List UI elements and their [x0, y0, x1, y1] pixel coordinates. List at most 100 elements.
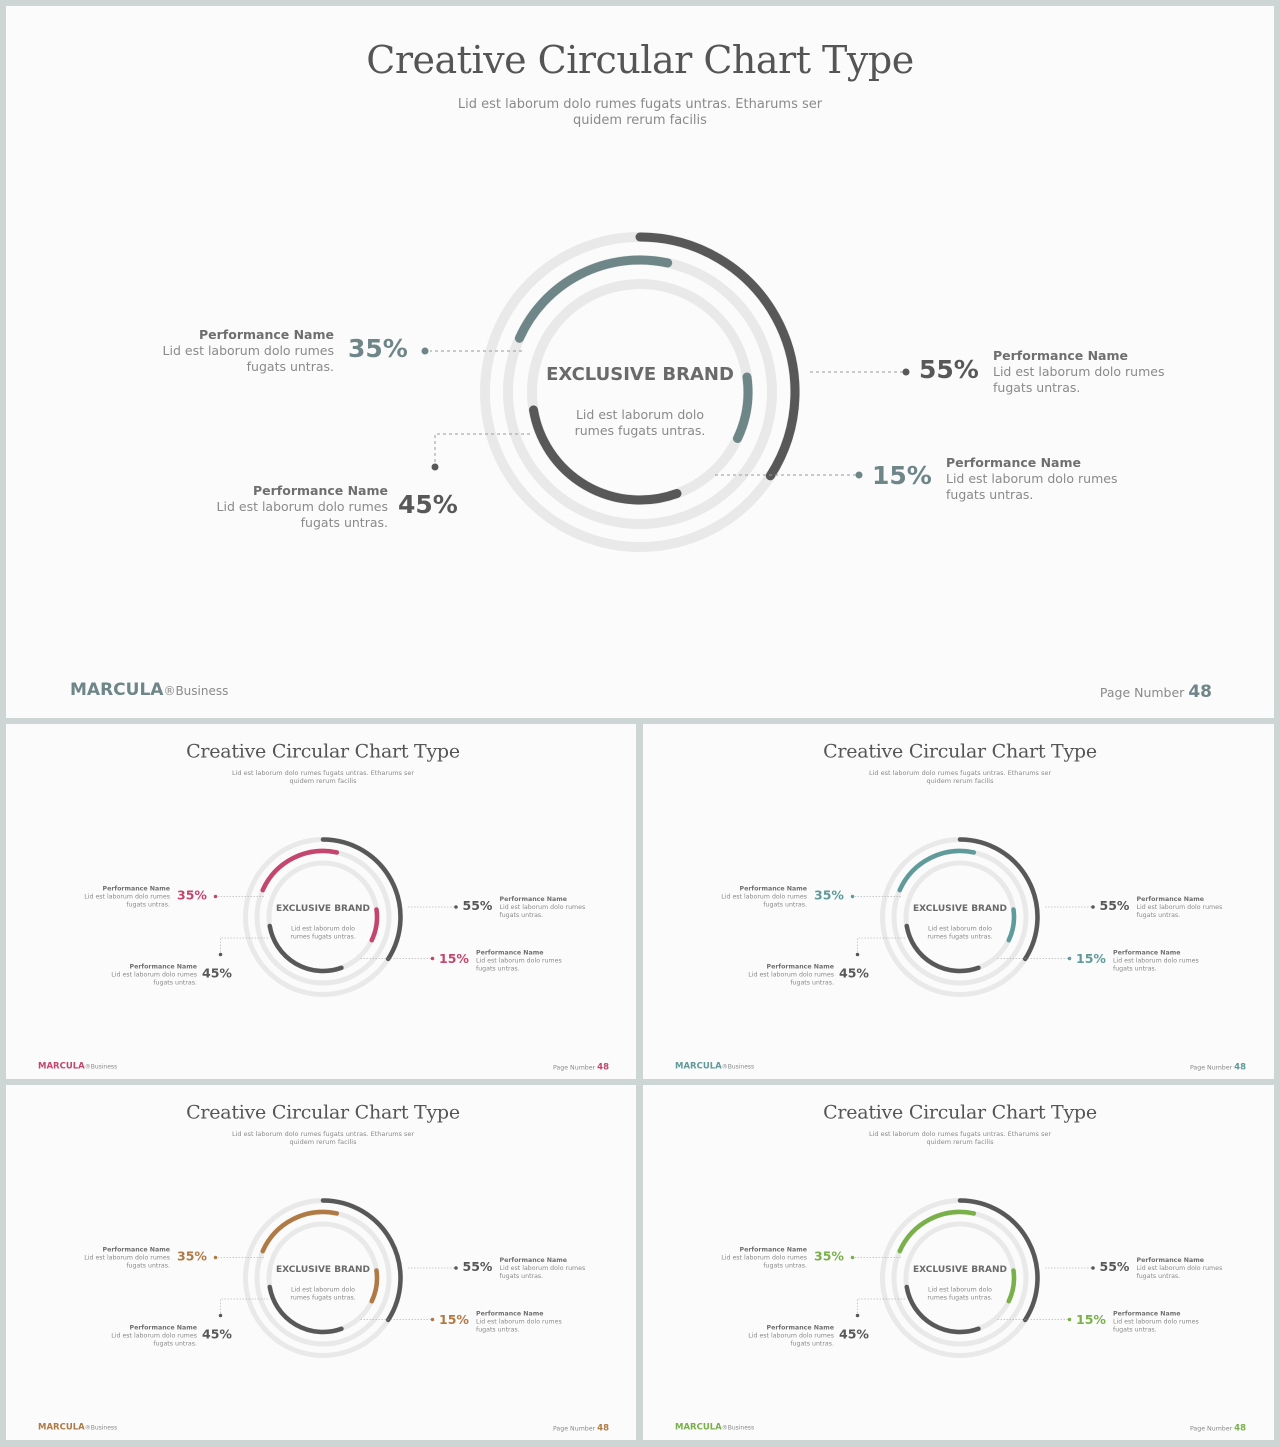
info-text-55: Lid est laborum dolo rumes fugats untras…	[499, 1264, 586, 1280]
pct-35: 35%	[177, 888, 207, 903]
brand-logo: MARCULA®Business	[675, 1061, 754, 1071]
info-name-45: Performance Name	[129, 1323, 198, 1332]
connector-45	[857, 937, 905, 955]
dot-45	[218, 1313, 223, 1318]
info-name-45: Performance Name	[766, 1323, 835, 1332]
info-text-15: Lid est laborum dolo rumes fugats untras…	[946, 471, 1118, 502]
slide-title: Creative Circular Chart Type	[186, 740, 460, 762]
connector-dots	[850, 1255, 1095, 1322]
pct-35: 35%	[814, 1249, 844, 1264]
dot-35	[213, 894, 218, 899]
arc-55	[957, 1198, 1040, 1323]
arc-15	[1006, 907, 1017, 943]
pct-15: 15%	[439, 1312, 469, 1328]
circular-chart	[213, 837, 458, 997]
pct-55: 55%	[462, 1259, 493, 1275]
connector-45	[434, 433, 530, 467]
circular-chart	[213, 1198, 458, 1358]
info-name-15: Performance Name	[1113, 948, 1181, 957]
pct-45: 45%	[202, 966, 232, 981]
info-name-15: Performance Name	[1113, 1309, 1181, 1318]
pct-15: 15%	[1076, 951, 1106, 967]
arc-45	[904, 923, 981, 974]
pct-45: 45%	[839, 1327, 869, 1342]
slide-thumb-teal: Creative Circular Chart Type Lid est lab…	[643, 724, 1274, 1079]
slide-thumb-green: Creative Circular Chart Type Lid est lab…	[643, 1085, 1274, 1440]
page-number-label: Page Number	[1189, 1424, 1233, 1433]
info-name-15: Performance Name	[476, 948, 544, 957]
info-text-15: Lid est laborum dolo rumes fugats untras…	[1113, 1317, 1199, 1334]
arc-35	[260, 848, 340, 893]
brand-suffix: ®Business	[721, 1424, 755, 1431]
info-35: Performance Name Lid est laborum dolo ru…	[80, 885, 170, 909]
center-text: Lid est laborum dolo rumes fugats untras…	[290, 924, 356, 941]
center-title: EXCLUSIVE BRAND	[276, 903, 370, 914]
brand-suffix: ®Business	[84, 1424, 118, 1431]
info-text-45: Lid est laborum dolo rumes fugats untras…	[216, 499, 388, 530]
info-name-35: Performance Name	[102, 1245, 171, 1254]
info-15: Performance Name Lid est laborum dolo ru…	[476, 1310, 566, 1334]
info-35: Performance Name Lid est laborum dolo ru…	[717, 885, 807, 909]
page-number-label: Page Number	[1099, 685, 1185, 700]
center-text: Lid est laborum dolo rumes fugats untras…	[290, 1285, 356, 1302]
page-number-label: Page Number	[1189, 1063, 1233, 1072]
brand-name: MARCULA	[38, 1422, 85, 1432]
dot-35	[850, 1255, 855, 1260]
pct-45: 45%	[398, 490, 458, 519]
info-35: Performance Name Lid est laborum dolo ru…	[717, 1246, 807, 1270]
page-number-value: 48	[597, 1423, 609, 1433]
info-text-45: Lid est laborum dolo rumes fugats untras…	[748, 970, 834, 987]
center-text: Lid est laborum dolo rumes fugats untras…	[574, 407, 706, 438]
connectors	[218, 1257, 455, 1320]
dot-45	[855, 952, 860, 957]
info-45: Performance Name Lid est laborum dolo ru…	[744, 963, 834, 987]
info-55: Performance Name Lid est laborum dolo ru…	[1137, 895, 1227, 919]
connector-45	[220, 1298, 268, 1316]
connector-45	[857, 1298, 905, 1316]
pct-15: 15%	[439, 951, 469, 967]
info-name-35: Performance Name	[739, 884, 808, 893]
slide-subtitle: Lid est laborum dolo rumes fugats untras…	[868, 769, 1052, 786]
circular-chart	[850, 1198, 1095, 1358]
slide-title: Creative Circular Chart Type	[366, 38, 914, 82]
dot-15	[1067, 1317, 1072, 1322]
info-text-35: Lid est laborum dolo rumes fugats untras…	[84, 892, 170, 909]
page-number-label: Page Number	[552, 1424, 596, 1433]
info-15: Performance Name Lid est laborum dolo ru…	[946, 455, 1126, 503]
info-name-35: Performance Name	[102, 884, 171, 893]
info-35: Performance Name Lid est laborum dolo ru…	[80, 1246, 170, 1270]
info-text-15: Lid est laborum dolo rumes fugats untras…	[476, 1317, 562, 1334]
slide-subtitle: Lid est laborum dolo rumes fugats untras…	[457, 97, 823, 128]
info-text-35: Lid est laborum dolo rumes fugats untras…	[721, 892, 807, 909]
slide-title: Creative Circular Chart Type	[823, 1101, 1097, 1123]
info-name-35: Performance Name	[199, 327, 334, 342]
center-title: EXCLUSIVE BRAND	[913, 1264, 1007, 1275]
dot-35	[213, 1255, 218, 1260]
center-title: EXCLUSIVE BRAND	[276, 1264, 370, 1275]
info-35: Performance Name Lid est laborum dolo ru…	[154, 327, 334, 375]
slide-subtitle: Lid est laborum dolo rumes fugats untras…	[868, 1130, 1052, 1147]
brand-suffix: ®Business	[84, 1063, 118, 1070]
slide-thumb-magenta: Creative Circular Chart Type Lid est lab…	[6, 724, 636, 1079]
arc-15	[1006, 1268, 1017, 1304]
info-55: Performance Name Lid est laborum dolo ru…	[1137, 1256, 1227, 1280]
arc-55	[320, 837, 403, 962]
brand-logo: MARCULA®Business	[70, 680, 228, 700]
page-number: Page Number 48	[1100, 682, 1212, 702]
page-number-value: 48	[1234, 1423, 1246, 1433]
page-number-label: Page Number	[552, 1063, 596, 1072]
center-text: Lid est laborum dolo rumes fugats untras…	[927, 1285, 993, 1302]
connectors	[218, 896, 455, 959]
arc-15	[369, 907, 380, 943]
brand-logo: MARCULA®Business	[675, 1422, 754, 1432]
info-55: Performance Name Lid est laborum dolo ru…	[500, 895, 590, 919]
dot-55	[902, 368, 910, 376]
page-number: Page Number 48	[553, 1062, 609, 1072]
page-number-value: 48	[1234, 1062, 1246, 1072]
slide-subtitle: Lid est laborum dolo rumes fugats untras…	[231, 769, 415, 786]
circular-chart	[850, 837, 1095, 997]
connector-dots	[213, 1255, 458, 1322]
brand-name: MARCULA	[38, 1061, 85, 1071]
arc-45	[267, 923, 344, 974]
info-text-35: Lid est laborum dolo rumes fugats untras…	[721, 1253, 807, 1270]
